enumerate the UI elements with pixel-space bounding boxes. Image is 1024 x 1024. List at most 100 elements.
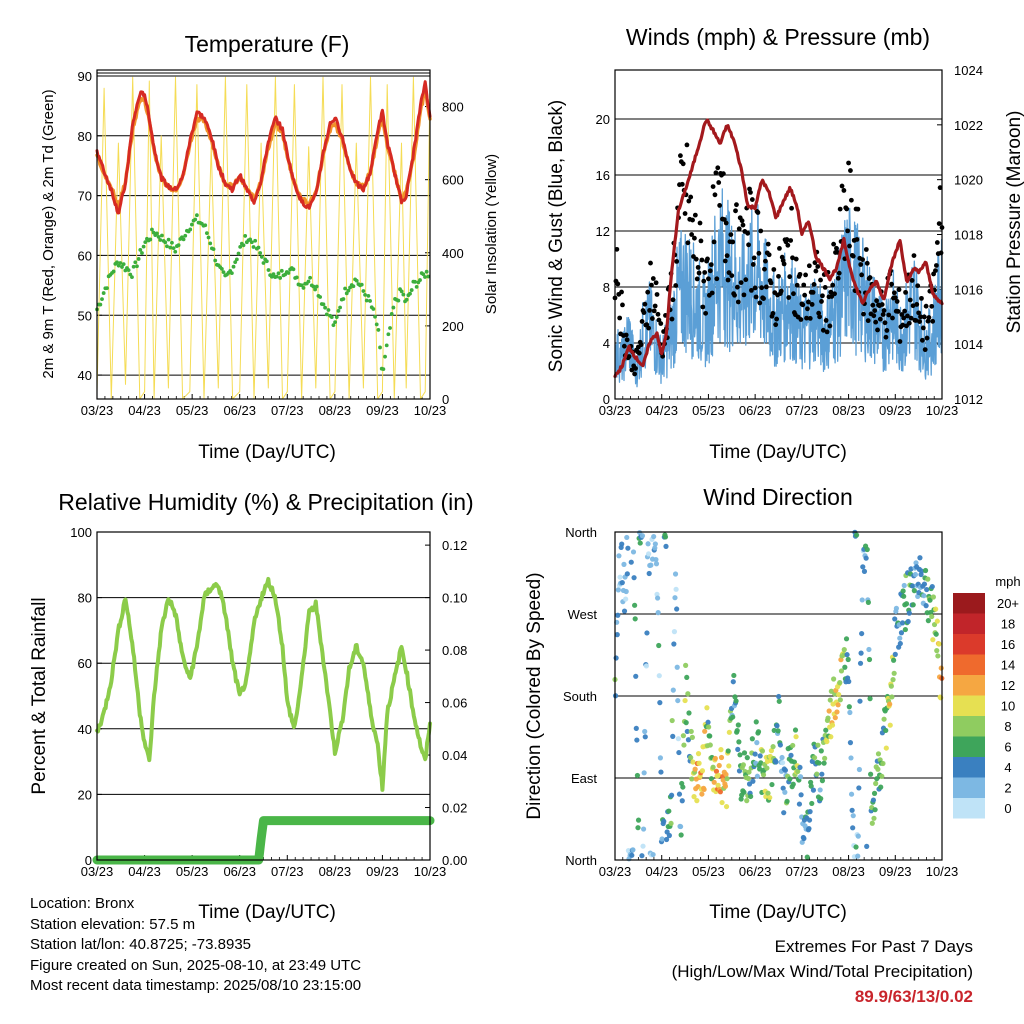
recent-timestamp: Most recent data timestamp: 2025/08/10 2… bbox=[30, 977, 362, 994]
direction-point bbox=[715, 782, 721, 788]
direction-point bbox=[822, 755, 828, 761]
direction-point bbox=[704, 705, 710, 711]
direction-point bbox=[632, 616, 638, 622]
direction-point bbox=[642, 734, 648, 740]
direction-point bbox=[770, 744, 776, 750]
direction-point bbox=[933, 606, 939, 612]
direction-point bbox=[791, 759, 797, 765]
direction-point bbox=[645, 541, 651, 547]
dewpoint-point bbox=[143, 240, 148, 244]
direction-point bbox=[883, 745, 889, 751]
dewpoint-point bbox=[383, 354, 387, 359]
winds-ytick-label: 8 bbox=[603, 280, 610, 295]
gust-point bbox=[680, 161, 686, 167]
direction-point bbox=[843, 636, 850, 642]
gust-point bbox=[636, 350, 642, 356]
direction-point bbox=[917, 555, 923, 561]
direction-point bbox=[623, 588, 629, 595]
dewpoint-point bbox=[171, 246, 176, 251]
winds-plot: 03/23 04/23 05/23 06/23 07/23 08/23 09/23 10/23… bbox=[596, 63, 983, 418]
humidity-ytick-label: 100 bbox=[70, 525, 92, 540]
humidity-xtick-label: 03/23 bbox=[81, 864, 114, 879]
gust-point bbox=[695, 264, 701, 270]
direction-point bbox=[631, 575, 637, 581]
direction-point bbox=[679, 798, 685, 804]
direction-point bbox=[680, 784, 686, 790]
direction-point bbox=[898, 630, 905, 636]
dewpoint-point bbox=[323, 305, 328, 310]
humidity-y2tick-label: 0.04 bbox=[442, 748, 467, 763]
direction-point bbox=[633, 725, 639, 732]
direction-point bbox=[859, 630, 865, 637]
direction-point bbox=[678, 832, 684, 838]
direction-point bbox=[690, 759, 696, 765]
direction-point bbox=[718, 747, 724, 753]
direction-point bbox=[646, 551, 652, 557]
direction-point bbox=[672, 595, 678, 601]
gust-point bbox=[929, 303, 935, 309]
direction-point bbox=[630, 847, 636, 853]
direction-plot: 03/23 04/23 05/23 06/23 07/23 08/23 09/23 10/23… bbox=[563, 525, 958, 879]
gust-point bbox=[710, 184, 716, 190]
direction-point bbox=[844, 652, 850, 658]
gust-point bbox=[728, 232, 734, 237]
gust-point bbox=[834, 245, 839, 251]
gust-point bbox=[638, 342, 644, 348]
gust-point bbox=[711, 239, 717, 245]
direction-point bbox=[688, 755, 694, 761]
gust-point bbox=[771, 267, 777, 272]
direction-point bbox=[671, 629, 678, 635]
speed-legend-label: 18 bbox=[1001, 617, 1015, 632]
winds-panel: Winds (mph) & Pressure (mb) 03/23 04/23 05… bbox=[546, 24, 1024, 463]
direction-point bbox=[707, 733, 713, 739]
direction-point bbox=[662, 534, 669, 540]
direction-ytick-label: South bbox=[563, 689, 597, 704]
temperature-y2tick-label: 600 bbox=[442, 173, 464, 188]
gust-point bbox=[936, 221, 942, 227]
gust-point bbox=[791, 291, 796, 297]
gust-point bbox=[758, 228, 764, 234]
direction-point bbox=[749, 736, 755, 742]
direction-point bbox=[741, 789, 747, 795]
direction-point bbox=[817, 787, 823, 793]
direction-point bbox=[705, 719, 711, 725]
winds-ylabel-right: Station Pressure (Maroon) bbox=[1004, 111, 1024, 334]
gust-point bbox=[837, 206, 843, 212]
gust-point bbox=[889, 281, 894, 287]
direction-point bbox=[905, 618, 911, 625]
winds-xtick-label: 06/23 bbox=[739, 403, 772, 418]
direction-point bbox=[804, 854, 810, 860]
direction-point bbox=[806, 817, 813, 823]
direction-point bbox=[861, 568, 868, 574]
direction-point bbox=[716, 762, 722, 769]
winds-ytick-label: 0 bbox=[603, 392, 610, 407]
dewpoint-point bbox=[206, 235, 211, 240]
direction-point bbox=[925, 618, 931, 624]
direction-point bbox=[682, 697, 688, 704]
direction-point bbox=[848, 791, 855, 797]
dewpoint-point bbox=[258, 251, 263, 255]
speed-legend-label: 10 bbox=[1001, 699, 1015, 714]
direction-point bbox=[828, 734, 834, 740]
gust-point bbox=[896, 287, 902, 293]
gust-point bbox=[832, 291, 837, 297]
gust-point bbox=[692, 235, 697, 241]
dewpoint-point bbox=[294, 275, 299, 280]
gust-point bbox=[679, 181, 685, 187]
gust-point bbox=[873, 319, 879, 325]
direction-point bbox=[646, 570, 652, 577]
gust-point bbox=[673, 283, 679, 288]
gust-point bbox=[900, 322, 906, 328]
dewpoint-point bbox=[396, 298, 401, 303]
direction-point bbox=[736, 739, 742, 745]
dewpoint-point bbox=[241, 243, 246, 248]
gust-point bbox=[919, 295, 924, 301]
direction-point bbox=[648, 562, 654, 568]
gust-point bbox=[648, 260, 653, 266]
dewpoint-point bbox=[156, 235, 161, 239]
direction-point bbox=[730, 679, 736, 685]
direction-point bbox=[807, 809, 813, 815]
gust-point bbox=[686, 198, 692, 204]
gust-point bbox=[756, 250, 762, 256]
gust-point bbox=[895, 309, 901, 314]
